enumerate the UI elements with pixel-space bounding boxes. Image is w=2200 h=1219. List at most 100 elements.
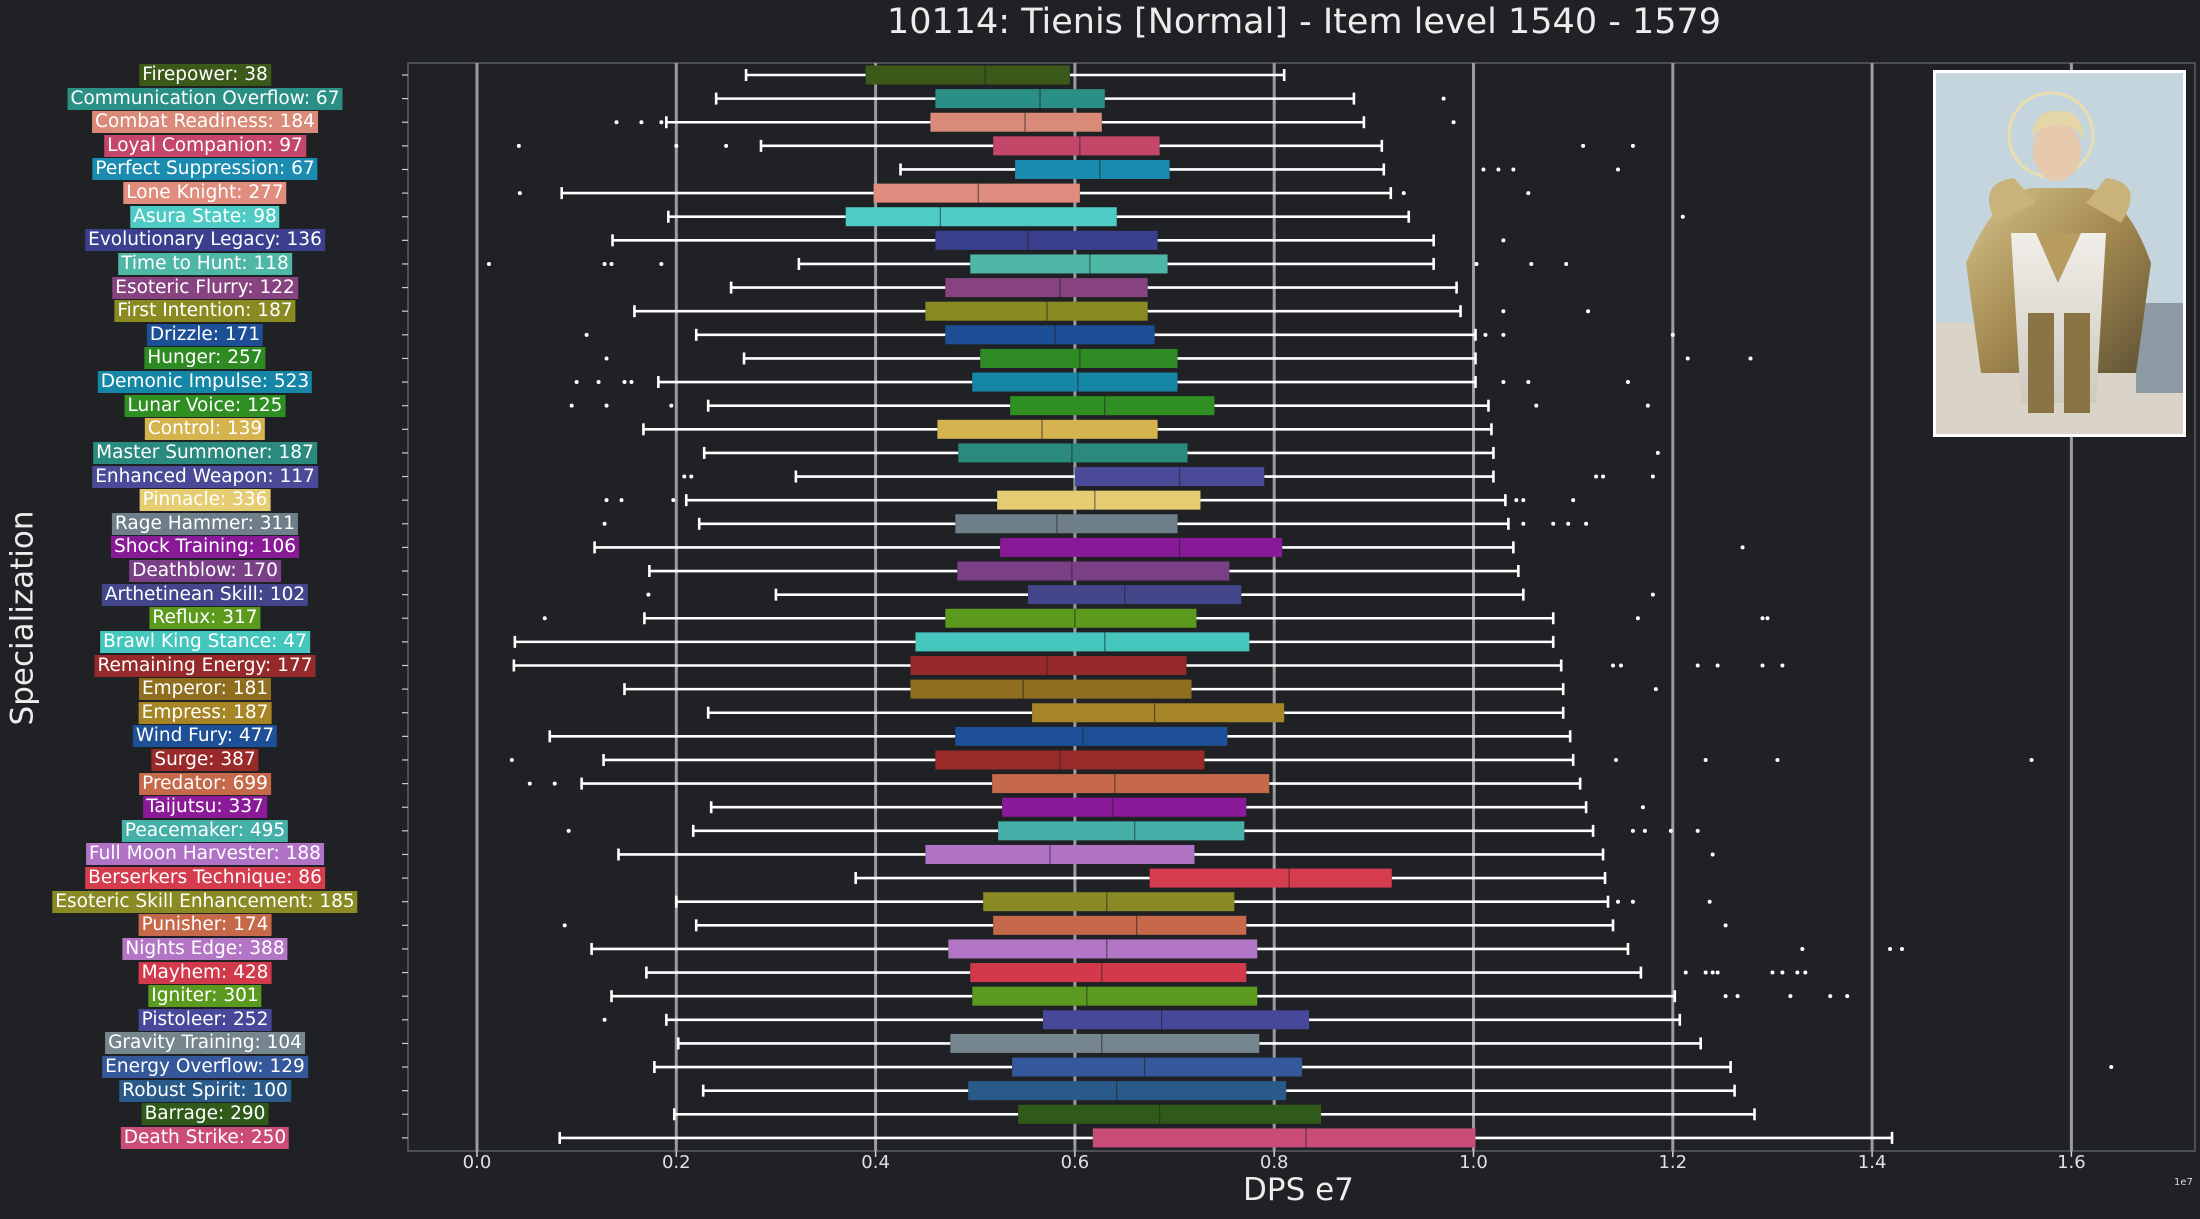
specialization-label: Combat Readiness: 184 (92, 111, 318, 134)
specialization-label: Esoteric Flurry: 122 (112, 276, 298, 299)
specialization-label: Esoteric Skill Enhancement: 185 (52, 890, 358, 913)
specialization-label: Deathblow: 170 (129, 560, 281, 583)
outlier-point (689, 474, 694, 479)
outlier-point (674, 143, 679, 148)
outlier-point (602, 1017, 607, 1022)
outlier-point (1501, 238, 1506, 243)
iqr-box (955, 514, 1178, 534)
specialization-label: Gravity Training: 104 (105, 1032, 305, 1055)
outlier-point (1683, 970, 1688, 975)
chart-title: 10114: Tienis [Normal] - Item level 1540… (886, 2, 1722, 42)
specialization-label: Pinnacle: 336 (139, 489, 271, 512)
iqr-box (948, 939, 1258, 959)
outlier-point (1594, 474, 1599, 479)
specialization-label: Emperor: 181 (138, 678, 272, 701)
character-portrait-image (1933, 70, 2186, 437)
outlier-point (1584, 521, 1589, 526)
outlier-point (1630, 828, 1635, 833)
outlier-point (1615, 167, 1620, 172)
iqr-box (970, 254, 1168, 274)
specialization-label: Time to Hunt: 118 (118, 252, 292, 275)
outlier-point (1748, 356, 1753, 361)
outlier-point (1800, 946, 1805, 951)
specialization-label: Reflux: 317 (149, 607, 261, 630)
outlier-point (1645, 403, 1650, 408)
specialization-label: Remaining Energy: 177 (94, 654, 316, 677)
outlier-point (1760, 663, 1765, 668)
iqr-box (1015, 159, 1170, 179)
outlier-point (1474, 261, 1479, 266)
outlier-point (1640, 805, 1645, 810)
specialization-label: Predator: 699 (139, 772, 271, 795)
iqr-box (972, 986, 1258, 1006)
outlier-point (1601, 474, 1606, 479)
specialization-label: Enhanced Weapon: 117 (92, 465, 318, 488)
outlier-point (1481, 167, 1486, 172)
outlier-point (1775, 757, 1780, 762)
outlier-point (1670, 332, 1675, 337)
specialization-label: Robust Spirit: 100 (119, 1079, 291, 1102)
outlier-point (1723, 994, 1728, 999)
specialization-label: Arthetinean Skill: 102 (101, 583, 309, 606)
specialization-label: First Intention: 187 (114, 300, 296, 323)
outlier-point (1611, 663, 1616, 668)
iqr-box (945, 325, 1155, 345)
outlier-point (1650, 474, 1655, 479)
specialization-label: Wind Fury: 477 (132, 725, 278, 748)
specialization-label: Surge: 387 (151, 748, 259, 771)
outlier-point (1710, 852, 1715, 857)
outlier-point (1581, 143, 1586, 148)
outlier-point (1401, 191, 1406, 196)
outlier-point (1451, 120, 1456, 125)
outlier-point (1534, 403, 1539, 408)
outlier-point (1526, 380, 1531, 385)
iqr-box (957, 561, 1230, 581)
outlier-point (1707, 899, 1712, 904)
specialization-label: Death Strike: 250 (120, 1126, 290, 1149)
outlier-point (1496, 167, 1501, 172)
outlier-point (671, 498, 676, 503)
iqr-box (945, 608, 1197, 628)
outlier-point (569, 403, 574, 408)
outlier-point (1501, 380, 1506, 385)
outlier-point (1618, 663, 1623, 668)
outlier-point (604, 356, 609, 361)
outlier-point (1625, 380, 1630, 385)
specialization-label: Control: 139 (144, 418, 266, 441)
outlier-point (604, 498, 609, 503)
iqr-box (935, 230, 1158, 250)
specialization-label: Hunger: 257 (144, 347, 266, 370)
outlier-point (1630, 143, 1635, 148)
outlier-point (724, 143, 729, 148)
iqr-box (992, 774, 1270, 794)
outlier-point (1650, 592, 1655, 597)
iqr-box (935, 750, 1205, 770)
x-tick-label: 0.2 (661, 1152, 691, 1173)
iqr-box (983, 892, 1235, 912)
outlier-point (1888, 946, 1893, 951)
specialization-label: Lone Knight: 277 (123, 182, 287, 205)
outlier-point (619, 498, 624, 503)
outlier-point (1586, 309, 1591, 314)
outlier-point (659, 261, 664, 266)
iqr-box (997, 490, 1201, 510)
outlier-point (574, 380, 579, 385)
specialization-label: Master Summoner: 187 (93, 441, 317, 464)
outlier-point (1715, 663, 1720, 668)
outlier-point (1703, 757, 1708, 762)
outlier-point (486, 261, 491, 266)
outlier-point (1642, 828, 1647, 833)
outlier-point (646, 592, 651, 597)
outlier-point (1770, 970, 1775, 975)
specialization-label: Full Moon Harvester: 188 (86, 843, 324, 866)
outlier-point (1828, 994, 1833, 999)
outlier-point (517, 191, 522, 196)
outlier-point (1615, 899, 1620, 904)
iqr-box (955, 726, 1228, 746)
outlier-point (1551, 521, 1556, 526)
outlier-point (584, 332, 589, 337)
specialization-label: Firepower: 38 (139, 64, 271, 86)
iqr-box (993, 915, 1247, 935)
iqr-box (958, 443, 1188, 463)
outlier-point (552, 781, 557, 786)
